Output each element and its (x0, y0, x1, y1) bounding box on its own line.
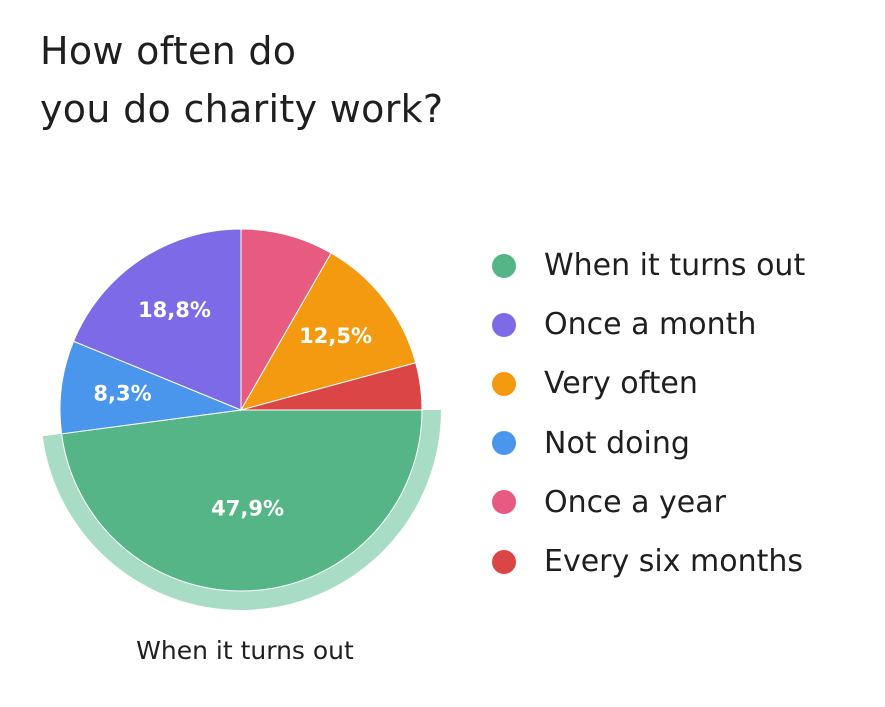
legend-item[interactable]: Not doing (492, 414, 805, 473)
legend: When it turns out Once a month Very ofte… (492, 236, 805, 591)
pie-slice[interactable] (239, 252, 417, 411)
pie-slice[interactable] (59, 340, 243, 435)
slice-value-label: 47,9% (211, 496, 284, 520)
legend-label: Not doing (544, 425, 690, 461)
legend-dot (492, 431, 516, 456)
chart-title-line-2: you do charity work? (40, 87, 444, 131)
legend-label: Every six months (544, 544, 804, 580)
legend-item[interactable]: When it turns out (492, 236, 805, 295)
legend-label: Once a year (544, 484, 726, 520)
slice-value-label: 12,5% (299, 324, 372, 348)
pie-slice[interactable] (72, 228, 242, 411)
pie-slice[interactable] (61, 409, 423, 592)
legend-item[interactable]: Every six months (492, 532, 805, 591)
legend-dot (492, 549, 516, 574)
pie-slice[interactable] (240, 362, 423, 411)
chart-title: How often do you do charity work? (40, 22, 443, 138)
chart-title-line-1: How often do (40, 29, 297, 73)
pie-slice[interactable] (240, 228, 332, 412)
legend-dot (492, 490, 516, 515)
selected-slice-caption: When it turns out (136, 636, 354, 665)
legend-dot (492, 312, 516, 337)
legend-item[interactable]: Once a year (492, 473, 805, 532)
slice-value-label: 18,8% (138, 298, 211, 322)
legend-item[interactable]: Very often (492, 354, 805, 413)
legend-label: When it turns out (544, 248, 806, 284)
legend-label: Very often (544, 366, 698, 402)
legend-dot (492, 253, 516, 278)
legend-dot (492, 371, 516, 396)
slice-value-label: 8,3% (93, 382, 151, 406)
legend-item[interactable]: Once a month (492, 295, 805, 354)
legend-label: Once a month (544, 307, 757, 343)
